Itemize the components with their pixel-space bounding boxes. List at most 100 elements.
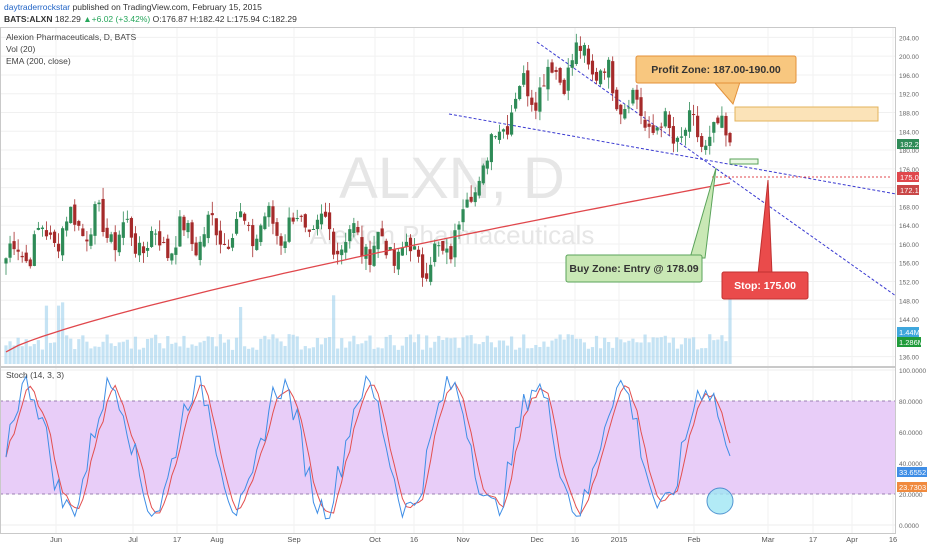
target-marker[interactable]: [729, 158, 759, 165]
candle[interactable]: [716, 115, 720, 125]
candle[interactable]: [150, 226, 154, 248]
candle[interactable]: [105, 218, 109, 243]
candle[interactable]: [198, 236, 202, 266]
candle[interactable]: [554, 66, 558, 80]
candle[interactable]: [433, 239, 437, 267]
stoch-d-line[interactable]: [5, 381, 731, 516]
candle[interactable]: [712, 121, 716, 143]
candle[interactable]: [392, 242, 396, 274]
candle[interactable]: [704, 139, 708, 155]
candle[interactable]: [485, 157, 489, 175]
candle[interactable]: [578, 36, 582, 59]
candle[interactable]: [477, 176, 481, 199]
candle[interactable]: [416, 245, 421, 263]
candle[interactable]: [154, 229, 158, 246]
candle[interactable]: [145, 241, 150, 258]
candle[interactable]: [489, 132, 493, 171]
candle[interactable]: [421, 247, 425, 287]
candle[interactable]: [291, 212, 295, 225]
candle[interactable]: [222, 233, 227, 246]
candle[interactable]: [639, 87, 643, 125]
candle[interactable]: [166, 234, 170, 261]
candle[interactable]: [137, 236, 142, 262]
candle[interactable]: [404, 233, 409, 256]
candle[interactable]: [283, 234, 287, 254]
candle[interactable]: [299, 214, 303, 222]
candle[interactable]: [465, 192, 469, 208]
oversold-circle[interactable]: [706, 487, 734, 515]
candle[interactable]: [77, 219, 81, 231]
candle[interactable]: [627, 99, 631, 114]
candle[interactable]: [566, 58, 570, 101]
candle[interactable]: [194, 236, 198, 257]
candle[interactable]: [683, 127, 688, 146]
author-link[interactable]: daytraderrockstar: [4, 2, 71, 12]
candle[interactable]: [81, 223, 85, 237]
candle[interactable]: [356, 220, 360, 236]
candle[interactable]: [437, 241, 441, 257]
candle[interactable]: [534, 91, 538, 120]
candle[interactable]: [218, 220, 222, 254]
candle[interactable]: [141, 241, 146, 263]
candle[interactable]: [214, 218, 218, 246]
candle[interactable]: [514, 92, 518, 112]
candle[interactable]: [530, 89, 534, 112]
candle[interactable]: [396, 248, 400, 276]
candle[interactable]: [344, 232, 348, 260]
candle[interactable]: [570, 53, 574, 76]
candle[interactable]: [623, 104, 627, 120]
candle[interactable]: [400, 241, 404, 256]
candle[interactable]: [691, 104, 696, 126]
candle[interactable]: [574, 33, 578, 66]
candle[interactable]: [659, 122, 663, 138]
candle[interactable]: [655, 127, 659, 135]
profit-zone-box[interactable]: [734, 106, 879, 122]
candle[interactable]: [461, 199, 465, 231]
candle[interactable]: [125, 210, 129, 223]
buy-zone-callout[interactable]: [565, 254, 703, 283]
candle[interactable]: [696, 106, 700, 143]
candle[interactable]: [538, 77, 542, 121]
candle[interactable]: [449, 243, 453, 264]
candle[interactable]: [20, 251, 24, 263]
candle[interactable]: [441, 240, 445, 255]
candle[interactable]: [562, 78, 566, 96]
candle[interactable]: [206, 211, 210, 244]
candle[interactable]: [453, 223, 457, 267]
candle[interactable]: [182, 214, 186, 236]
candle[interactable]: [643, 111, 647, 131]
candle[interactable]: [408, 234, 413, 262]
candle[interactable]: [315, 214, 320, 236]
candle[interactable]: [133, 226, 138, 258]
candle[interactable]: [327, 202, 332, 241]
candle[interactable]: [469, 185, 473, 204]
candle[interactable]: [481, 163, 485, 186]
candle[interactable]: [497, 124, 502, 144]
candle[interactable]: [251, 218, 255, 258]
candle[interactable]: [360, 225, 364, 264]
candle[interactable]: [4, 257, 8, 275]
candle[interactable]: [505, 114, 510, 140]
candle[interactable]: [247, 221, 251, 232]
candle[interactable]: [162, 236, 166, 244]
candle[interactable]: [8, 235, 12, 263]
candle[interactable]: [651, 114, 655, 136]
candle[interactable]: [522, 65, 526, 88]
candle[interactable]: [24, 244, 28, 263]
candle[interactable]: [174, 236, 178, 265]
candle[interactable]: [558, 66, 562, 86]
candle[interactable]: [720, 106, 724, 129]
candle[interactable]: [170, 252, 174, 265]
candle[interactable]: [582, 42, 586, 63]
candle[interactable]: [186, 220, 190, 239]
candle[interactable]: [73, 199, 77, 232]
candle[interactable]: [550, 59, 554, 74]
candle[interactable]: [619, 103, 623, 125]
candle[interactable]: [603, 68, 607, 80]
candle[interactable]: [364, 243, 368, 270]
candle[interactable]: [48, 225, 53, 240]
candle[interactable]: [259, 223, 263, 246]
candle[interactable]: [679, 127, 684, 143]
candle[interactable]: [117, 230, 121, 256]
